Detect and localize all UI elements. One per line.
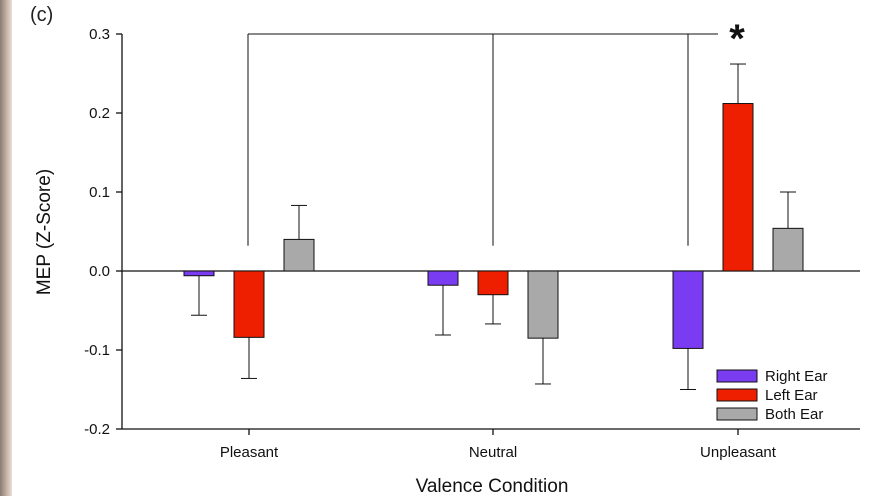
bar	[283, 238, 315, 272]
y-tick-label: 0.1	[89, 184, 110, 201]
legend-swatch	[716, 369, 758, 383]
y-tick-label: -0.2	[84, 421, 110, 438]
y-tick-label: 0.2	[89, 105, 110, 122]
bar	[477, 270, 509, 296]
bar	[183, 270, 215, 277]
bar	[722, 103, 754, 272]
category-labels: Pleasant Neutral Unpleasant	[220, 444, 777, 461]
bars	[183, 103, 804, 349]
bar	[772, 227, 804, 272]
y-tick-labels: 0.3 0.2 0.1 0.0 -0.1 -0.2	[84, 26, 110, 438]
category-label: Neutral	[469, 444, 517, 461]
background-photo-edge	[0, 0, 12, 496]
category-label: Unpleasant	[700, 444, 777, 461]
legend: Right Ear Left Ear Both Ear	[716, 368, 828, 423]
y-tick-label: 0.3	[89, 26, 110, 43]
y-tick-label: -0.1	[84, 342, 110, 359]
significance-star: *	[729, 17, 745, 61]
legend-swatch	[716, 388, 758, 402]
legend-swatch	[716, 407, 758, 421]
significance-bracket	[247, 33, 718, 246]
y-axis-title: MEP (Z-Score)	[34, 169, 55, 295]
category-label: Pleasant	[220, 444, 279, 461]
legend-label: Left Ear	[765, 387, 818, 404]
bar	[233, 270, 265, 338]
y-tick-label: 0.0	[89, 263, 110, 280]
legend-label: Both Ear	[765, 406, 823, 423]
bar	[427, 270, 459, 286]
panel-label: (c)	[30, 4, 54, 26]
error-bars	[191, 63, 796, 390]
legend-label: Right Ear	[765, 368, 828, 385]
bar	[672, 270, 704, 349]
bar	[527, 270, 559, 339]
x-axis-title: Valence Condition	[416, 476, 569, 496]
